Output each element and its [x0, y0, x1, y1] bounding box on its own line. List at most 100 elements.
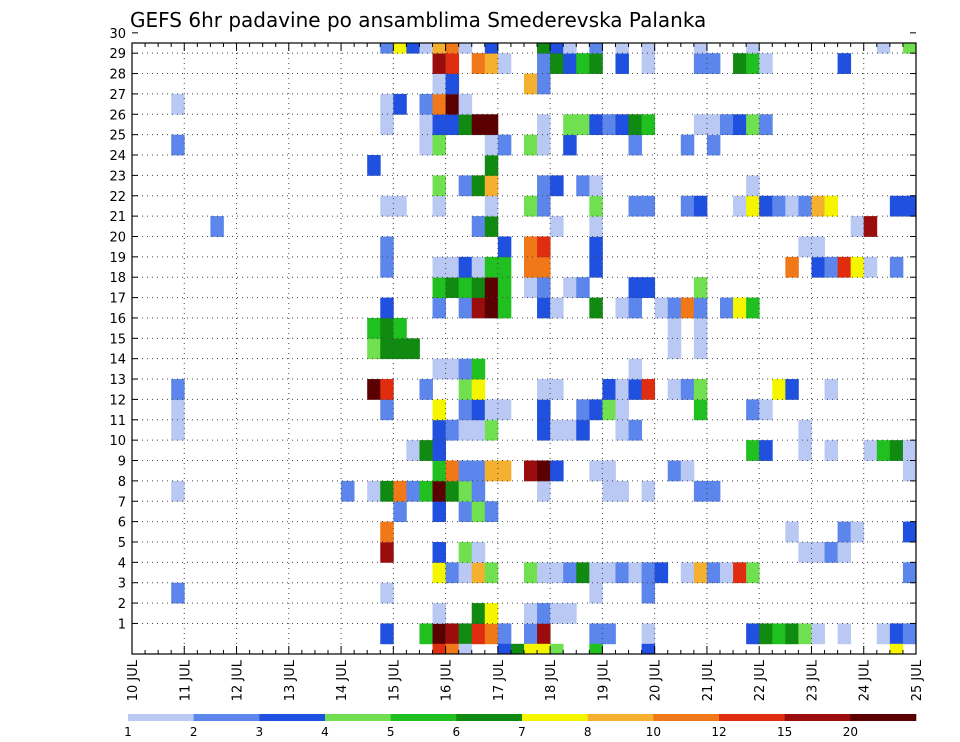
heatmap-cell — [484, 501, 499, 523]
heatmap-cell — [537, 134, 551, 156]
heatmap-cell — [432, 419, 446, 441]
colorbar-swatch — [456, 714, 523, 721]
heatmap-cell — [563, 277, 577, 298]
heatmap-cell — [380, 317, 394, 339]
heatmap-cell — [615, 114, 629, 136]
heatmap-cell — [720, 297, 734, 319]
heatmap-cell — [615, 480, 629, 502]
heatmap-cell — [484, 53, 499, 74]
heatmap-cell — [445, 53, 460, 74]
heatmap-cell — [471, 277, 486, 298]
heatmap-cell — [589, 297, 603, 319]
colorbar-label: 8 — [584, 725, 592, 739]
heatmap-cell — [406, 440, 420, 461]
heatmap-cell — [458, 114, 473, 136]
heatmap-cell — [602, 379, 616, 400]
heatmap-cell — [432, 460, 446, 482]
heatmap-cell — [380, 582, 394, 604]
heatmap-cell — [537, 480, 551, 502]
x-tick-label: 19 JUL — [596, 659, 611, 701]
y-tick-label: 29 — [109, 47, 126, 62]
x-tick-label: 15 JUL — [387, 659, 402, 701]
heatmap-cell — [445, 480, 460, 502]
heatmap-cell — [837, 256, 852, 278]
heatmap-cell — [537, 623, 551, 645]
heatmap-cell — [458, 399, 473, 421]
heatmap-cell — [798, 195, 812, 217]
heatmap-cell — [458, 93, 473, 115]
heatmap-cell — [471, 623, 486, 645]
heatmap-cell — [471, 256, 486, 278]
heatmap-cell — [759, 114, 773, 136]
heatmap-cell — [576, 175, 590, 197]
heatmap-cell — [537, 460, 551, 482]
heatmap-cell — [445, 643, 460, 655]
heatmap-cell — [693, 114, 708, 136]
heatmap-cell — [759, 440, 773, 461]
heatmap-cell — [458, 43, 473, 54]
heatmap-cell — [432, 643, 446, 655]
heatmap-cell — [471, 480, 486, 502]
heatmap-cell — [432, 562, 446, 584]
heatmap-cell — [471, 53, 486, 74]
heatmap-cell — [706, 562, 721, 584]
colorbar-label: 7 — [518, 725, 526, 739]
heatmap-cell — [863, 256, 878, 278]
heatmap-cell — [432, 277, 446, 298]
y-tick-label: 1 — [118, 617, 126, 632]
heatmap-cell — [537, 195, 551, 217]
x-tick-label: 16 JUL — [440, 659, 455, 701]
heatmap-cell — [537, 53, 551, 74]
heatmap-cell — [680, 460, 695, 482]
heatmap-cell — [589, 114, 603, 136]
heatmap-cell — [432, 73, 446, 95]
heatmap-cell — [615, 562, 629, 584]
heatmap-cell — [693, 562, 708, 584]
heatmap-cell — [380, 379, 394, 400]
heatmap-cell — [537, 643, 551, 655]
heatmap-cell — [458, 175, 473, 197]
heatmap-cell — [484, 43, 499, 54]
heatmap-cell — [458, 562, 473, 584]
heatmap-cell — [759, 53, 773, 74]
colorbar-swatch — [128, 714, 194, 721]
colorbar-label: 1 — [124, 725, 132, 739]
heatmap-cell — [641, 379, 656, 400]
heatmap-cell — [667, 460, 682, 482]
grid-lines — [132, 43, 916, 654]
heatmap-cell — [393, 195, 407, 217]
heatmap-cell — [837, 541, 852, 563]
x-axis: 10 JUL 11 JUL 12 JUL 13 JUL 14 JUL 15 JUL 16 J… — [126, 43, 925, 701]
heatmap-cell — [445, 623, 460, 645]
heatmap-cell — [746, 175, 760, 197]
colorbar-swatch — [390, 714, 457, 721]
heatmap-cell — [524, 236, 538, 258]
heatmap-cell — [497, 236, 512, 258]
heatmap-cell — [759, 195, 773, 217]
heatmap-cell — [432, 358, 446, 380]
heatmap-cell — [889, 256, 904, 278]
heatmap-cell — [667, 338, 682, 360]
heatmap-cell — [484, 562, 499, 584]
heatmap-cell — [171, 419, 185, 441]
heatmap-cell — [641, 277, 656, 298]
heatmap-cell — [824, 256, 838, 278]
heatmap-cell — [641, 623, 656, 645]
x-tick-label: 25 JUL — [910, 659, 925, 701]
y-tick-label: 6 — [118, 516, 126, 531]
heatmap-cell — [445, 73, 460, 95]
heatmap-cell — [798, 440, 812, 461]
heatmap-cell — [471, 399, 486, 421]
y-tick-label: 8 — [118, 475, 126, 490]
heatmap-cell — [746, 43, 760, 54]
heatmap-cell — [576, 399, 590, 421]
heatmap-cell — [550, 175, 564, 197]
colorbar-label: 5 — [387, 725, 395, 739]
heatmap-cell — [576, 53, 590, 74]
heatmap-cell — [367, 155, 381, 176]
heatmap-cell — [589, 53, 603, 74]
heatmap-cell — [576, 562, 590, 584]
heatmap-cell — [654, 297, 669, 319]
heatmap-cell — [380, 256, 394, 278]
heatmap-cell — [798, 419, 812, 441]
